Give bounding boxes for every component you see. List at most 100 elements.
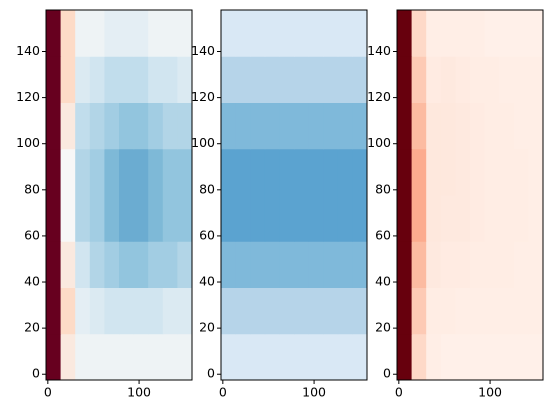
heatmap-cell [455,195,471,242]
heatmap-cell [294,10,310,57]
heatmap-cell [162,287,178,335]
heatmap-cell [484,195,500,242]
y-tick-label: 0 [207,366,215,381]
axes-frame [45,9,193,381]
heatmap-cell [455,10,471,57]
heatmap-cell [221,333,237,381]
heatmap-cell [279,148,295,196]
heatmap-cell [46,195,62,242]
heatmap-cell [484,333,500,381]
heatmap-cell [162,56,178,103]
heatmap-cell [426,287,442,335]
heatmap-cell [323,333,339,381]
heatmap-cell [352,287,368,335]
heatmap-cell [513,333,529,381]
heatmap-cell [235,102,251,150]
heatmap-cell [470,148,486,196]
heatmap-cell [235,10,251,57]
heatmap-cell [250,148,266,196]
heatmap-cell [133,333,149,381]
heatmap-cell [499,102,515,150]
heatmap-cell [499,195,515,242]
heatmap-cell [75,241,91,288]
y-tick-label: 60 [24,227,40,242]
heatmap-cell [119,287,135,335]
heatmap-cell [264,10,280,57]
heatmap-cell [323,241,339,288]
heatmap-cell [337,10,353,57]
heatmap-cell [264,148,280,196]
heatmap-cell [308,333,324,381]
heatmap-cell [426,241,442,288]
heatmap-cell [177,10,193,57]
heatmap-cell [411,102,427,150]
heatmap-cell [46,102,62,150]
heatmap-cell [235,56,251,103]
heatmap-cell [470,10,486,57]
heatmap-cell [308,56,324,103]
heatmap-cell [75,10,91,57]
heatmap-cell [75,56,91,103]
heatmap-cell [440,333,456,381]
heatmap-cell [148,333,164,381]
heatmap-cell [264,195,280,242]
y-tick-label: 80 [199,181,215,196]
heatmap-cell [455,241,471,288]
heatmap-cell [264,287,280,335]
heatmap-cell [162,241,178,288]
heatmap-cell [177,195,193,242]
heatmap-cell [279,56,295,103]
heatmap-cell [352,10,368,57]
x-tick-label: 100 [127,385,151,400]
heatmap-cell [60,287,76,335]
heatmap-cell [89,333,105,381]
heatmap-cell [308,148,324,196]
heatmap-cell [60,148,76,196]
heatmap-cell [177,56,193,103]
heatmap-cell [279,241,295,288]
heatmap-cell [308,287,324,335]
heatmap-cell [46,56,62,103]
heatmap-cell [133,148,149,196]
heatmap-cell [119,148,135,196]
heatmap-cell [264,241,280,288]
heatmap-cell [411,287,427,335]
heatmap-cell [337,102,353,150]
heatmap-cell [89,241,105,288]
heatmap-cell [162,10,178,57]
y-tick-label: 80 [24,181,40,196]
heatmap-cell [221,10,237,57]
heatmap-cell [470,241,486,288]
heatmap-cell [499,148,515,196]
y-tick-label: 140 [16,43,40,58]
heatmap-cell [60,102,76,150]
heatmap-cell [426,56,442,103]
heatmap-cell [337,195,353,242]
heatmap-cell [177,148,193,196]
heatmap-cell [221,241,237,288]
heatmap-cell [397,195,413,242]
heatmap-cell [177,287,193,335]
heatmap-cell [133,287,149,335]
heatmap-cell [470,56,486,103]
heatmap-cell [104,195,120,242]
heatmap-cell [104,287,120,335]
heatmap-cell [499,241,515,288]
heatmap-cell [221,287,237,335]
heatmap-cell [119,333,135,381]
heatmap-cell [455,333,471,381]
heatmap-cell [279,102,295,150]
heatmap-cell [133,241,149,288]
axes-frame [220,9,368,381]
heatmap-cell [411,56,427,103]
heatmap-cell [411,333,427,381]
axes-frame [396,9,544,381]
heatmap-cell [264,56,280,103]
heatmap-cell [235,287,251,335]
y-tick-label: 120 [367,89,391,104]
heatmap-cell [352,102,368,150]
heatmap-cell [89,195,105,242]
heatmap-cell [119,195,135,242]
y-tick-label: 100 [16,135,40,150]
heatmap-cell [60,10,76,57]
